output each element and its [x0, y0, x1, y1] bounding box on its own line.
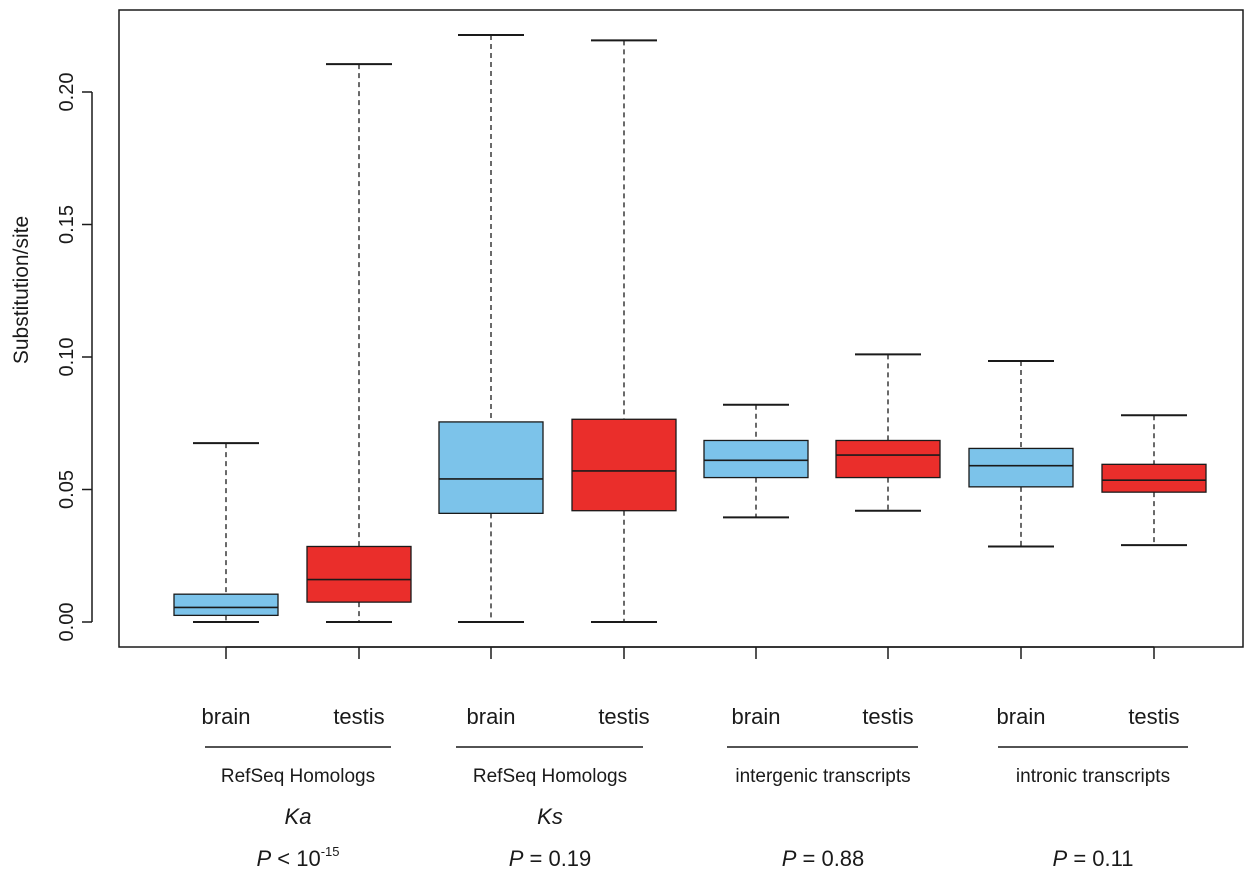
box-brain-1: [173, 442, 279, 623]
box-testis-2: [306, 63, 412, 623]
measure-label: Ka: [285, 804, 312, 829]
group-label: RefSeq Homologs: [473, 766, 627, 787]
y-tick-label: 0.10: [56, 338, 78, 377]
box-brain-7: [968, 359, 1074, 548]
x-tick-label-brain: brain: [997, 704, 1046, 729]
group-2: RefSeq Homologs Ks P = 0.19: [456, 746, 643, 871]
box-body: [703, 439, 809, 479]
box-brain-5: [703, 403, 809, 519]
p-symbol: P: [782, 846, 797, 871]
group-4: intronic transcripts P = 0.11: [998, 746, 1188, 871]
p-value-label: P = 0.19: [509, 846, 592, 871]
p-symbol: P: [509, 846, 524, 871]
p-value-label: P = 0.11: [1053, 846, 1134, 871]
box-brain-3: [438, 34, 544, 623]
x-tick-label-testis: testis: [862, 704, 913, 729]
measure-label: Ks: [537, 804, 563, 829]
x-tick-label-brain: brain: [732, 704, 781, 729]
x-axis: brain testis brain testis brain testis brain te…: [202, 646, 1180, 729]
p-value-text: < 10: [271, 846, 321, 871]
p-value-exponent: -15: [321, 844, 340, 859]
x-tick-label-testis: testis: [598, 704, 649, 729]
plot-frame: [118, 9, 1244, 648]
box-body: [438, 421, 544, 514]
box-series: [173, 34, 1207, 623]
p-value-text: = 0.88: [796, 846, 864, 871]
box-body: [571, 418, 677, 512]
y-axis: 0.00 0.05 0.10 0.15 0.20: [56, 73, 93, 642]
y-tick-label: 0.05: [56, 470, 78, 509]
box-body: [306, 545, 412, 603]
group-label: RefSeq Homologs: [221, 766, 375, 787]
box-testis-8: [1101, 414, 1207, 547]
p-value-label: P = 0.88: [782, 846, 865, 871]
box-testis-4: [571, 39, 677, 623]
group-1: RefSeq Homologs Ka P < 10-15: [205, 746, 391, 871]
x-tick-label-brain: brain: [202, 704, 251, 729]
box-body: [173, 593, 279, 617]
p-symbol: P: [1053, 846, 1068, 871]
p-symbol: P: [256, 846, 271, 871]
box-testis-6: [835, 353, 941, 512]
box-body: [835, 439, 941, 479]
y-tick-label: 0.00: [56, 603, 78, 642]
x-tick-label-testis: testis: [333, 704, 384, 729]
box-body: [968, 447, 1074, 488]
group-3: intergenic transcripts P = 0.88: [727, 746, 918, 871]
y-tick-label: 0.15: [56, 205, 78, 244]
p-value-label: P < 10-15: [256, 844, 339, 871]
p-value-text: = 0.11: [1067, 846, 1133, 871]
p-value-text: = 0.19: [523, 846, 591, 871]
group-label: intronic transcripts: [1016, 766, 1170, 787]
x-tick-label-brain: brain: [467, 704, 516, 729]
x-tick-label-testis: testis: [1128, 704, 1179, 729]
y-tick-label: 0.20: [56, 73, 78, 112]
y-axis-label: Substitution/site: [10, 216, 33, 364]
box-body: [1101, 463, 1207, 493]
group-label: intergenic transcripts: [735, 766, 910, 787]
